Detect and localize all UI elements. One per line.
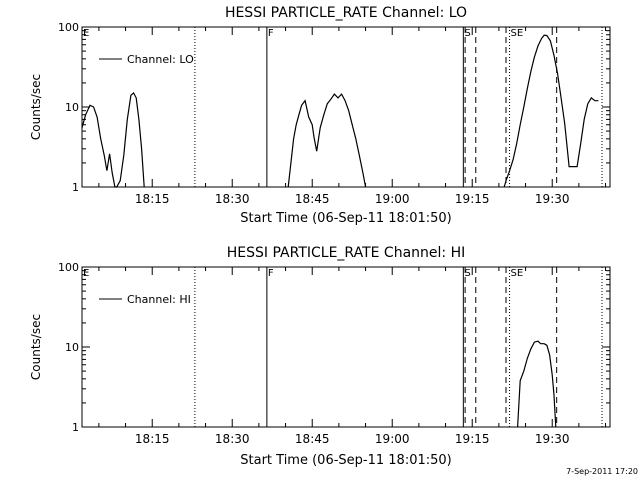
series-line	[81, 91, 145, 188]
y-tick-label: 100	[58, 21, 79, 34]
legend-label: Channel: HI	[127, 293, 191, 306]
event-label: SE	[511, 28, 524, 39]
footer-timestamp: 7-Sep-2011 17:20	[566, 467, 638, 476]
x-tick-label: 18:15	[135, 192, 170, 206]
event-label: F	[268, 28, 274, 39]
x-axis-label: Start Time (06-Sep-11 18:01:50)	[240, 211, 451, 226]
x-tick-label: 18:30	[215, 432, 250, 446]
x-tick-label: 19:00	[375, 432, 410, 446]
series-line	[287, 93, 367, 188]
chart-title: HESSI PARTICLE_RATE Channel: LO	[225, 5, 467, 21]
x-tick-label: 19:30	[535, 432, 570, 446]
x-tick-label: 18:30	[215, 192, 250, 206]
plot-frame	[81, 26, 611, 188]
series-line	[503, 34, 599, 188]
chart-title: HESSI PARTICLE_RATE Channel: HI	[227, 245, 465, 261]
legend-label: Channel: LO	[127, 53, 194, 66]
hi-channel-panel: HESSI PARTICLE_RATE Channel: HI 1 10 100 Cou…	[29, 245, 611, 468]
event-label: F	[268, 268, 274, 279]
event-label: S	[464, 268, 470, 279]
y-tick-label: 10	[65, 101, 79, 114]
x-axis-label: Start Time (06-Sep-11 18:01:50)	[240, 453, 451, 468]
x-tick-label: 18:15	[135, 432, 170, 446]
x-tick-label: 19:30	[535, 192, 570, 206]
y-tick-label: 1	[72, 421, 79, 434]
lo-channel-panel: HESSI PARTICLE_RATE Channel: LO 1 10 100 Cou…	[29, 5, 611, 226]
series-line	[517, 340, 557, 428]
x-tick-label: 19:15	[455, 192, 490, 206]
y-tick-label: 100	[58, 261, 79, 274]
y-axis-label: Counts/sec	[29, 314, 43, 380]
event-label: S	[464, 28, 470, 39]
x-tick-label: 18:45	[295, 432, 330, 446]
y-tick-label: 1	[72, 181, 79, 194]
y-tick-label: 10	[65, 341, 79, 354]
x-tick-label: 19:15	[455, 432, 490, 446]
event-label: SE	[511, 268, 524, 279]
event-label: E	[83, 28, 89, 39]
x-tick-label: 18:45	[295, 192, 330, 206]
y-axis-label: Counts/sec	[29, 74, 43, 140]
event-label: E	[83, 268, 89, 279]
x-tick-label: 19:00	[375, 192, 410, 206]
plot-frame	[81, 266, 611, 428]
